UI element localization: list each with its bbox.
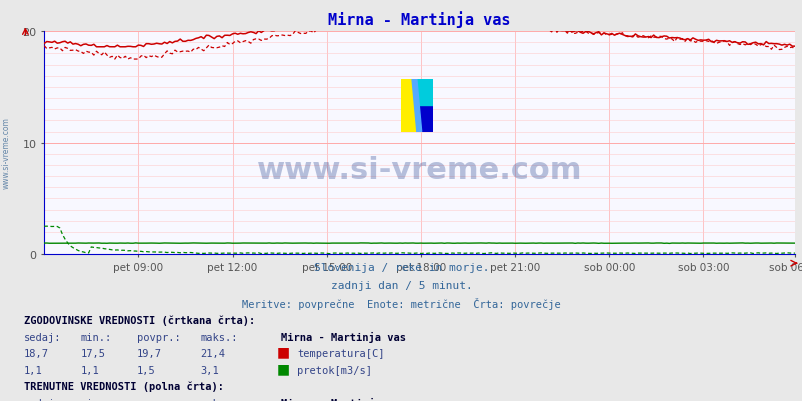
Text: min.:: min.: — [80, 332, 111, 342]
Text: maks.:: maks.: — [200, 397, 238, 401]
Text: Mirna - Martinja vas: Mirna - Martinja vas — [281, 331, 406, 342]
Text: pretok[m3/s]: pretok[m3/s] — [297, 365, 371, 375]
Bar — [400, 80, 416, 132]
Polygon shape — [411, 80, 421, 132]
Text: temperatura[C]: temperatura[C] — [297, 348, 384, 358]
Text: povpr.:: povpr.: — [136, 397, 180, 401]
Title: Mirna - Martinja vas: Mirna - Martinja vas — [328, 11, 510, 28]
Text: Meritve: povprečne  Enote: metrične  Črta: povrečje: Meritve: povprečne Enote: metrične Črta:… — [242, 297, 560, 309]
Text: 1,5: 1,5 — [136, 365, 155, 375]
Text: sedaj:: sedaj: — [24, 397, 62, 401]
Text: ZGODOVINSKE VREDNOSTI (črtkana črta):: ZGODOVINSKE VREDNOSTI (črtkana črta): — [24, 314, 255, 325]
Text: www.si-vreme.com: www.si-vreme.com — [2, 117, 11, 188]
Text: Slovenija / reke in morje.: Slovenija / reke in morje. — [314, 263, 488, 273]
Bar — [416, 106, 432, 132]
Text: ■: ■ — [277, 361, 290, 375]
Text: 3,1: 3,1 — [200, 365, 219, 375]
Text: 17,5: 17,5 — [80, 348, 105, 358]
Text: 19,7: 19,7 — [136, 348, 161, 358]
Text: www.si-vreme.com: www.si-vreme.com — [257, 156, 581, 184]
Text: zadnji dan / 5 minut.: zadnji dan / 5 minut. — [330, 281, 472, 291]
Text: min.:: min.: — [80, 397, 111, 401]
Text: TRENUTNE VREDNOSTI (polna črta):: TRENUTNE VREDNOSTI (polna črta): — [24, 381, 224, 391]
Text: povpr.:: povpr.: — [136, 332, 180, 342]
Text: Mirna - Martinja vas: Mirna - Martinja vas — [281, 397, 406, 401]
Text: 21,4: 21,4 — [200, 348, 225, 358]
Text: 1,1: 1,1 — [24, 365, 43, 375]
Text: 18,7: 18,7 — [24, 348, 49, 358]
Text: sedaj:: sedaj: — [24, 332, 62, 342]
Text: maks.:: maks.: — [200, 332, 238, 342]
Text: 1,1: 1,1 — [80, 365, 99, 375]
Bar — [416, 80, 432, 106]
Text: ■: ■ — [277, 345, 290, 358]
